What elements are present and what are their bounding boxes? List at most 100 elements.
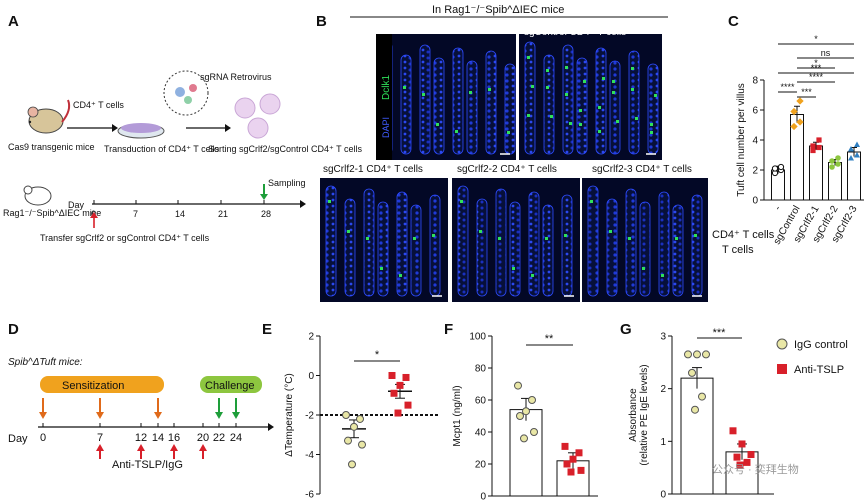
data-point [561, 442, 569, 450]
sig-label: * [375, 349, 380, 361]
data-point [771, 165, 779, 172]
data-point [390, 389, 398, 397]
data-point [520, 434, 528, 443]
tuft-cell [460, 200, 463, 203]
panel-letter-a: A [8, 13, 19, 30]
timeline-tick-label: 14 [152, 432, 164, 444]
bar [809, 145, 823, 201]
villus [433, 57, 445, 155]
tuft-cell [583, 80, 586, 83]
villus [625, 188, 637, 297]
villus [587, 185, 599, 297]
villus [504, 63, 516, 155]
x-tick-label: - [772, 204, 783, 212]
villus [691, 194, 703, 297]
data-point [777, 163, 785, 171]
y-tick-label: 60 [475, 396, 487, 407]
data-point [688, 368, 696, 377]
cd4-row-label: CD4⁺ T cells [712, 229, 775, 241]
mouse-icon [27, 99, 71, 134]
micro-label-sgcrlf2-2: sgCrlf2-2 CD4⁺ T cells [457, 164, 557, 175]
timeline-tick-label: 14 [175, 209, 185, 219]
data-point [528, 396, 536, 404]
data-point [522, 407, 530, 416]
timeline-tick-label: 16 [168, 432, 180, 444]
sensitization-label: Sensitization [62, 380, 124, 392]
villus [495, 188, 507, 297]
y-axis-label: (relative PE IgE levels) [639, 364, 650, 465]
sig-label: **** [780, 82, 795, 92]
tuft-cell [469, 91, 472, 94]
tuft-cell [631, 88, 634, 91]
sensitization-arrow-head [154, 412, 162, 419]
timeline-d-ticks: 0 7 12 14 16 20 22 24 [39, 398, 242, 459]
challenge-label: Challenge [205, 380, 255, 392]
timeline-tick-label: 0 [40, 432, 46, 444]
villus [543, 54, 555, 155]
sig-label: * [814, 58, 818, 68]
micro-label-sgcrlf2-3: sgCrlf2-3 CD4⁺ T cells [592, 164, 692, 175]
treatment-arrow-head [199, 444, 207, 451]
villus [429, 194, 441, 297]
data-point [344, 436, 352, 445]
micro-label-sgcrlf2-1: sgCrlf2-1 CD4⁺ T cells [323, 164, 423, 175]
tuft-cell [380, 267, 383, 270]
sig-label: *** [811, 63, 822, 73]
data-point [738, 440, 746, 448]
tuft-cell [455, 130, 458, 133]
tuft-cell [546, 69, 549, 72]
tuft-cell [531, 274, 534, 277]
dish-icon [117, 123, 165, 139]
data-point [810, 147, 816, 154]
data-point [796, 97, 804, 105]
panel-letter-f: F [444, 321, 453, 338]
watermark: 公众号 · 奕拜生物 [712, 462, 799, 476]
data-point [810, 143, 816, 149]
timeline-tick-label: 22 [213, 432, 225, 444]
tuft-cell [635, 117, 638, 120]
tuft-cell [631, 67, 634, 70]
tuft-cell [612, 80, 615, 83]
timeline-tick-label: 7 [133, 209, 138, 219]
villus [672, 204, 684, 297]
y-tick-label: 0 [752, 196, 758, 207]
cd4-label: CD4⁺ T cells [73, 100, 124, 110]
tuft-cell [654, 94, 657, 97]
villus [400, 54, 412, 155]
chart-f: 0 20 40 60 80 100 Mcpt1 (ng/ml) ** [452, 332, 598, 502]
y-tick-label: 80 [475, 364, 487, 375]
sig-label: ** [545, 333, 554, 345]
tuft-cell [569, 122, 572, 125]
tuft-cell [590, 200, 593, 203]
data-point [569, 455, 577, 463]
data-point [356, 414, 364, 423]
villus [606, 198, 618, 297]
micro-label-sgcontrol: sgControl CD4⁺ T cells [524, 27, 626, 38]
data-point [530, 428, 538, 436]
channel-strip [376, 34, 392, 160]
villus [419, 44, 431, 155]
legend-label-igg: IgG control [794, 339, 848, 351]
challenge-arrow-head [232, 412, 240, 419]
data-point [516, 412, 524, 420]
dapi-label: DAPI [381, 117, 391, 138]
y-tick-label: 100 [469, 332, 486, 343]
legend-label-antitslp: Anti-TSLP [794, 364, 844, 376]
tuft-cell [598, 106, 601, 109]
sensitization-arrow-head [39, 412, 47, 419]
sig-label: * [814, 34, 818, 44]
sampling-label: Sampling [268, 178, 306, 188]
tuft-cell [413, 237, 416, 240]
villus [485, 50, 497, 155]
villus [410, 204, 422, 297]
legend: IgG control Anti-TSLP [776, 338, 848, 376]
data-point [736, 461, 744, 469]
data-point [743, 458, 751, 466]
data-point [563, 460, 571, 468]
villus [344, 198, 356, 297]
arrow-2-head [225, 124, 231, 132]
tuft-cell [531, 85, 534, 88]
data-point [342, 411, 350, 419]
chart-g: 0 1 2 3 Absorbance (relative PE IgE levels) **… [628, 327, 774, 501]
